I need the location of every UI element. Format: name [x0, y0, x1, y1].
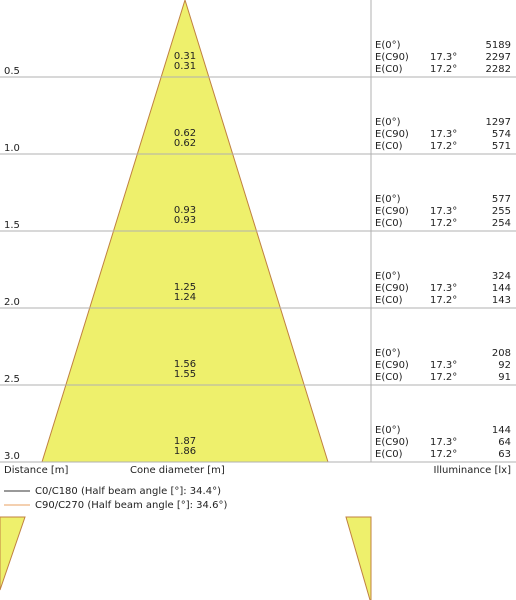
- cone-diameter: 1.56: [174, 359, 196, 370]
- illuminance-angle: 17.2°: [430, 141, 457, 152]
- distance-header: Distance [m]: [4, 465, 69, 476]
- cone-diameter: 1.86: [174, 446, 196, 457]
- cone-diameter: 0.62: [174, 138, 196, 149]
- illuminance-label: E(0°): [375, 271, 401, 282]
- illuminance-label: E(C90): [375, 206, 409, 217]
- illuminance-value: 92: [498, 360, 511, 371]
- illuminance-angle: 17.3°: [430, 360, 457, 371]
- illuminance-value: 144: [492, 425, 511, 436]
- cone-diameter: 0.31: [174, 51, 196, 62]
- illuminance-label: E(C0): [375, 295, 403, 306]
- cone-diameter: 1.55: [174, 369, 196, 380]
- cone-diameter: 1.87: [174, 436, 196, 447]
- illuminance-label: E(C90): [375, 437, 409, 448]
- illuminance-header: Illuminance [lx]: [434, 465, 512, 476]
- cone-diameter: 1.25: [174, 282, 196, 293]
- cone-diameter: 0.93: [174, 205, 196, 216]
- illuminance-angle: 17.3°: [430, 206, 457, 217]
- illuminance-value: 64: [498, 437, 511, 448]
- illuminance-value: 577: [492, 194, 511, 205]
- illuminance-label: E(C0): [375, 372, 403, 383]
- illuminance-angle: 17.2°: [430, 64, 457, 75]
- distance-label: 2.5: [4, 374, 20, 385]
- illuminance-label: E(0°): [375, 194, 401, 205]
- illuminance-angle: 17.2°: [430, 295, 457, 306]
- illuminance-value: 324: [492, 271, 511, 282]
- illuminance-value: 254: [492, 218, 511, 229]
- illuminance-label: E(C90): [375, 283, 409, 294]
- distance-label: 3.0: [4, 451, 20, 462]
- illuminance-angle: 17.2°: [430, 449, 457, 460]
- illuminance-angle: 17.2°: [430, 218, 457, 229]
- illuminance-label: E(C90): [375, 360, 409, 371]
- legend-entry: C90/C270 (Half beam angle [°]: 34.6°): [35, 500, 227, 511]
- illuminance-label: E(0°): [375, 348, 401, 359]
- illuminance-value: 208: [492, 348, 511, 359]
- illuminance-label: E(0°): [375, 40, 401, 51]
- illuminance-angle: 17.3°: [430, 437, 457, 448]
- cone-diameter: 0.62: [174, 128, 196, 139]
- distance-label: 1.0: [4, 143, 20, 154]
- distance-label: 1.5: [4, 220, 20, 231]
- illuminance-value: 571: [492, 141, 511, 152]
- illuminance-label: E(C90): [375, 52, 409, 63]
- illuminance-value: 143: [492, 295, 511, 306]
- illuminance-label: E(C0): [375, 218, 403, 229]
- cone-fragment: [345, 516, 372, 600]
- illuminance-label: E(C0): [375, 64, 403, 75]
- illuminance-value: 144: [492, 283, 511, 294]
- illuminance-value: 5189: [486, 40, 511, 51]
- illuminance-value: 2297: [486, 52, 511, 63]
- illuminance-value: 2282: [486, 64, 511, 75]
- illuminance-angle: 17.3°: [430, 52, 457, 63]
- illuminance-value: 574: [492, 129, 511, 140]
- illuminance-label: E(0°): [375, 117, 401, 128]
- cone-diameter: 1.24: [174, 292, 196, 303]
- illuminance-value: 91: [498, 372, 511, 383]
- legend-entry: C0/C180 (Half beam angle [°]: 34.4°): [35, 486, 221, 497]
- illuminance-label: E(C0): [375, 141, 403, 152]
- illuminance-angle: 17.3°: [430, 283, 457, 294]
- illuminance-label: E(C0): [375, 449, 403, 460]
- illuminance-label: E(C90): [375, 129, 409, 140]
- distance-label: 2.0: [4, 297, 20, 308]
- distance-label: 0.5: [4, 66, 20, 77]
- illuminance-angle: 17.2°: [430, 372, 457, 383]
- illuminance-label: E(0°): [375, 425, 401, 436]
- cone-diameter: 0.93: [174, 215, 196, 226]
- illuminance-value: 1297: [486, 117, 511, 128]
- diameter-header: Cone diameter [m]: [130, 465, 225, 476]
- cone-diameter: 0.31: [174, 61, 196, 72]
- illuminance-value: 63: [498, 449, 511, 460]
- illuminance-value: 255: [492, 206, 511, 217]
- cone-fragment: [0, 516, 26, 591]
- illuminance-angle: 17.3°: [430, 129, 457, 140]
